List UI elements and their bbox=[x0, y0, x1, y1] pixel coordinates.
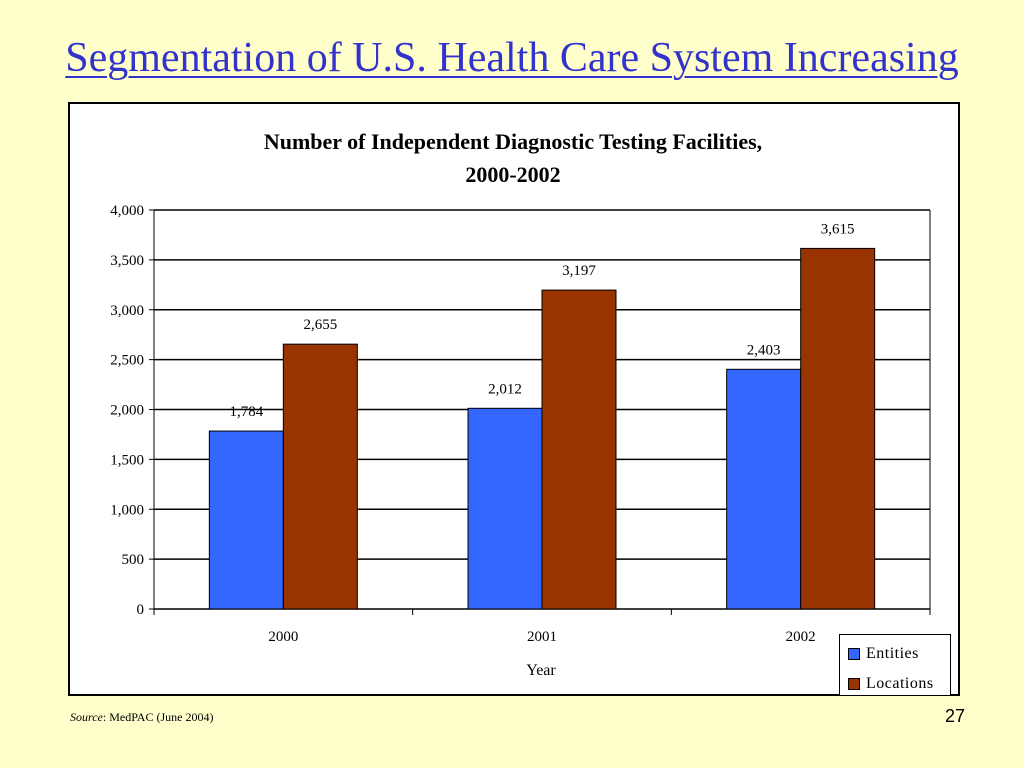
source-text: : MedPAC (June 2004) bbox=[102, 710, 214, 724]
bar-locations-2001 bbox=[541, 289, 617, 610]
chart-title-line1: Number of Independent Diagnostic Testing… bbox=[264, 129, 762, 154]
data-label-locations-2001: 3,197 bbox=[562, 263, 596, 279]
plot-area: 0 500 1,000 1,500 2,000 2,500 3,000 3,500 4,000 2… bbox=[110, 203, 931, 645]
bar-entities-2000 bbox=[208, 430, 284, 610]
x-tick-label: 2000 bbox=[268, 629, 298, 645]
data-label-entities-2002: 2,403 bbox=[747, 342, 781, 358]
chart-svg: Number of Independent Diagnostic Testing… bbox=[110, 129, 931, 679]
y-tick-label: 4,000 bbox=[110, 203, 144, 219]
y-tick-label: 1,500 bbox=[110, 452, 144, 468]
legend-swatch-entities bbox=[848, 648, 860, 660]
slide-title: Segmentation of U.S. Health Care System … bbox=[65, 35, 959, 81]
chart-frame: Number of Independent Diagnostic Testing… bbox=[68, 102, 960, 696]
bar-entities-2002 bbox=[726, 368, 802, 610]
data-label-locations-2000: 2,655 bbox=[303, 317, 337, 333]
chart-title-line2: 2000-2002 bbox=[465, 162, 560, 187]
bar-locations-2002 bbox=[800, 247, 876, 610]
data-label-locations-2002: 3,615 bbox=[821, 221, 855, 237]
bar-entities-2001 bbox=[467, 407, 543, 610]
y-tick-label: 500 bbox=[122, 552, 145, 568]
page-number: 27 bbox=[944, 706, 965, 726]
source-note: Source: MedPAC (June 2004) bbox=[70, 710, 213, 725]
x-axis-label: Year bbox=[526, 662, 556, 679]
x-tick-label: 2001 bbox=[527, 629, 557, 645]
x-tick-label: 2002 bbox=[786, 629, 816, 645]
legend-swatch-locations bbox=[848, 678, 860, 690]
legend-item-entities: Entities bbox=[848, 644, 919, 664]
chart-legend: Entities Locations bbox=[839, 634, 951, 696]
y-tick-label: 0 bbox=[137, 602, 145, 618]
legend-item-locations: Locations bbox=[848, 674, 934, 694]
bar-locations-2000 bbox=[282, 343, 358, 610]
y-tick-label: 3,500 bbox=[110, 253, 144, 269]
y-tick-label: 2,500 bbox=[110, 353, 144, 369]
legend-label-entities: Entities bbox=[866, 645, 919, 662]
y-tick-label: 3,000 bbox=[110, 303, 144, 319]
source-label: Source bbox=[70, 710, 103, 724]
y-tick-label: 1,000 bbox=[110, 502, 144, 518]
data-label-entities-2001: 2,012 bbox=[488, 381, 522, 397]
data-label-entities-2000: 1,784 bbox=[229, 404, 263, 420]
legend-label-locations: Locations bbox=[866, 675, 934, 692]
y-tick-label: 2,000 bbox=[110, 403, 144, 419]
